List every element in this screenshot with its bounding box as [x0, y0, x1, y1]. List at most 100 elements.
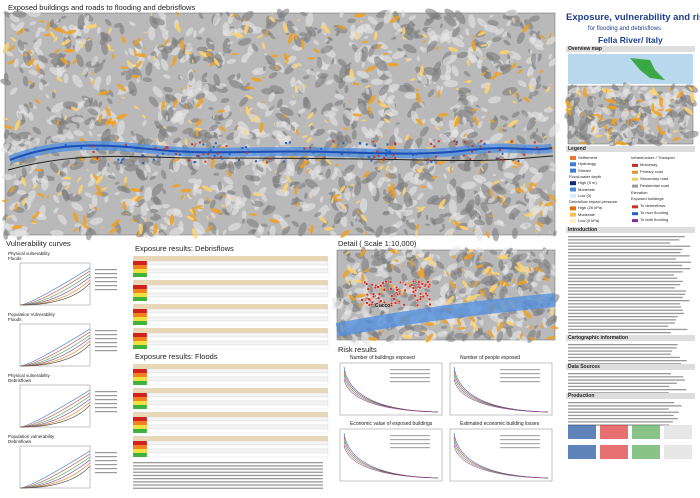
relief: [124, 164, 139, 172]
debrisflow-zone: [446, 295, 455, 306]
relief: [538, 112, 543, 120]
relief: [525, 259, 532, 263]
debrisflow-zone: [353, 13, 366, 18]
text-line: [568, 421, 673, 423]
debrisflow-zone: [232, 32, 244, 38]
legend-label: Motorway: [640, 161, 658, 167]
exposed-building: [288, 141, 291, 144]
relief: [481, 115, 486, 119]
debrisflow-zone: [264, 30, 268, 38]
relief: [97, 134, 103, 137]
relief: [201, 135, 212, 143]
relief: [549, 269, 557, 277]
debrisflow-zone: [360, 214, 368, 222]
relief: [414, 176, 419, 184]
relief: [384, 284, 396, 297]
relief: [346, 179, 351, 182]
relief: [305, 12, 314, 28]
text-line: [568, 344, 678, 346]
debrisflow-zone: [46, 194, 50, 199]
relief: [502, 31, 508, 38]
exposed-building: [377, 296, 380, 300]
debrisflow-zone: [492, 180, 500, 185]
relief: [208, 221, 218, 235]
relief: [363, 35, 369, 39]
table-row: [146, 292, 329, 298]
relief: [526, 329, 536, 344]
debrisflow-zone: [248, 144, 251, 146]
debrisflow-zone: [64, 115, 67, 121]
debrisflow-zone: [489, 272, 492, 277]
relief: [273, 121, 287, 128]
legend-label: Infrastructure / Transport: [631, 155, 675, 160]
relief: [506, 19, 512, 27]
debrisflow-zone: [72, 211, 79, 223]
relief: [398, 336, 402, 342]
relief: [76, 121, 80, 129]
relief: [192, 30, 197, 38]
relief: [443, 79, 459, 88]
relief: [314, 212, 322, 218]
debrisflow-zone: [401, 36, 407, 40]
relief: [632, 137, 635, 143]
table-class: [133, 369, 147, 373]
legend-label: Hydrology: [578, 161, 597, 167]
table-class: [133, 265, 147, 269]
exposed-building: [413, 294, 417, 298]
debrisflow-zone: [192, 69, 196, 73]
debrisflow-zone: [189, 214, 198, 222]
relief: [395, 299, 401, 305]
relief: [297, 81, 305, 94]
exposed-building: [533, 141, 536, 144]
relief: [130, 130, 135, 137]
relief: [89, 119, 95, 130]
relief: [94, 118, 109, 127]
text-line: [568, 303, 681, 305]
debrisflow-zone: [434, 46, 440, 51]
exposed-building: [374, 144, 377, 147]
relief: [225, 11, 231, 17]
plot-title: Population Vulnerability Floods: [8, 312, 55, 322]
relief: [511, 111, 520, 118]
text-line: [133, 471, 323, 473]
relief: [683, 94, 697, 107]
legend-label: Flood-water depth: [569, 173, 602, 179]
relief: [159, 47, 164, 50]
exposed-building: [403, 289, 407, 292]
relief: [327, 207, 331, 212]
exposed-building: [380, 304, 384, 308]
debrisflow-zone: [60, 57, 69, 65]
debrisflow-zone: [388, 113, 392, 115]
exposed-building: [453, 140, 456, 143]
relief: [675, 105, 681, 110]
relief: [435, 254, 441, 260]
relief: [87, 178, 96, 187]
table-class: [133, 445, 147, 449]
relief: [246, 82, 251, 87]
debrisflow-zone: [468, 315, 476, 323]
table-row: [146, 372, 329, 378]
table-row: [146, 452, 329, 458]
debrisflow-zone: [32, 184, 38, 190]
relief: [303, 75, 310, 80]
relief: [487, 19, 499, 26]
debrisflow-zone: [530, 209, 534, 216]
debrisflow-zone: [292, 95, 295, 99]
debrisflow-zone: [405, 58, 409, 63]
relief: [404, 324, 413, 330]
debrisflow-zone: [415, 223, 420, 231]
debrisflow-zone: [361, 40, 368, 44]
relief: [359, 197, 368, 213]
vulnerability-curve: [19, 282, 91, 306]
relief: [360, 331, 370, 347]
relief: [30, 82, 36, 89]
table-class: [133, 313, 147, 317]
debrisflow-zone: [490, 74, 498, 81]
debrisflow-zone: [107, 43, 112, 52]
debrisflow-zone: [133, 105, 140, 110]
relief: [469, 121, 473, 128]
relief: [160, 169, 167, 180]
relief: [137, 213, 142, 217]
relief: [317, 28, 323, 34]
debrisflow-zone: [425, 333, 434, 343]
